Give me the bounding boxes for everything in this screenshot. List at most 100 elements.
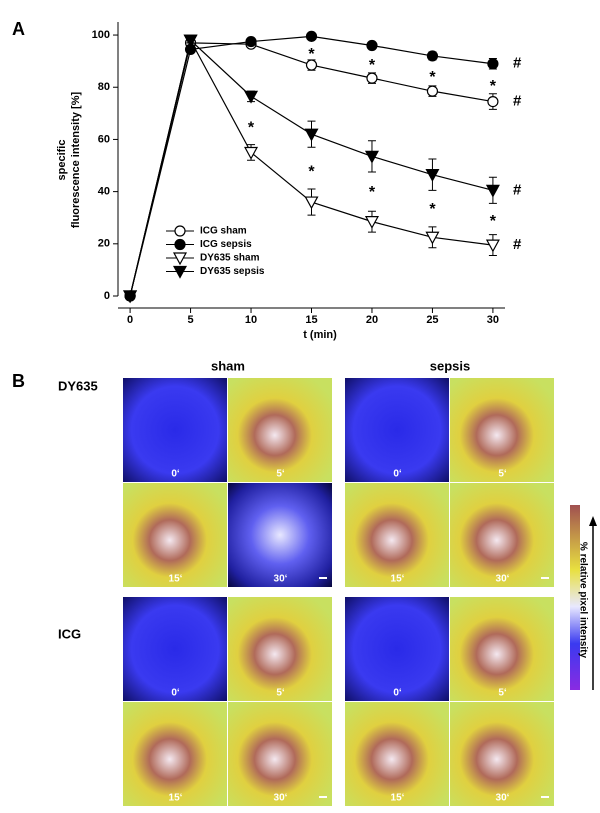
marker [426,85,439,97]
annotation: * [490,213,497,230]
image-tile [345,702,449,806]
marker [183,34,198,48]
colorbar-label: % relative pixel intensity [577,542,588,659]
marker [485,184,500,198]
image-tile [228,597,332,701]
row-label: DY635 [58,378,98,393]
marker [174,225,186,237]
marker [304,128,319,142]
y-tick-label: 80 [98,81,110,93]
legend-label: DY635 sepsis [200,266,265,277]
x-tick-label: 25 [426,314,438,326]
time-label: 5‘ [276,469,285,480]
panel-label: A [12,19,25,39]
marker [487,95,499,108]
colorbar [570,505,580,690]
x-tick-label: 10 [245,314,257,326]
annotation: * [308,46,315,63]
x-tick-label: 0 [127,314,133,326]
time-label: 30‘ [274,574,288,585]
row-label: ICG [58,626,81,641]
significance-label: # [513,236,522,253]
panel-label: B [12,371,25,391]
annotation: * [429,201,436,218]
x-tick-label: 30 [487,314,499,326]
annotation: * [308,163,315,180]
time-label: 15‘ [391,793,405,804]
legend-label: ICG sepsis [200,239,252,250]
marker [244,146,259,160]
y-axis-label: specific [56,140,68,181]
marker [364,150,379,164]
marker [366,72,378,84]
colorbar-arrow-head [589,516,597,526]
image-tile [228,702,332,806]
marker [305,59,318,71]
marker [425,231,440,245]
marker [172,252,188,266]
column-label: sham [211,358,245,373]
marker [123,290,138,304]
annotation: * [248,120,255,137]
time-label: 5‘ [276,688,285,699]
x-tick-label: 15 [305,314,317,326]
marker [245,35,257,48]
image-tile [450,483,554,587]
image-tile [228,378,332,482]
x-tick-label: 5 [188,314,194,326]
y-tick-label: 20 [98,238,110,250]
x-tick-label: 20 [366,314,378,326]
y-axis-label: fluorescence intensity [%] [70,92,82,229]
time-label: 5‘ [498,688,507,699]
image-tile [345,483,449,587]
time-label: 0‘ [393,469,402,480]
marker [174,238,186,251]
significance-label: # [513,55,522,72]
legend-label: DY635 sham [200,253,260,264]
image-tile [450,702,554,806]
annotation: * [429,69,436,86]
image-tile [345,378,449,482]
time-label: 15‘ [391,574,405,585]
marker [487,58,499,70]
marker [304,196,319,210]
marker [426,50,439,62]
time-label: 30‘ [496,793,510,804]
time-label: 0‘ [171,688,180,699]
y-tick-label: 100 [92,29,110,41]
significance-label: # [513,181,522,198]
time-label: 5‘ [498,469,507,480]
column-label: sepsis [430,358,470,373]
image-tile [450,597,554,701]
y-tick-label: 0 [104,290,110,302]
annotation: * [490,78,497,95]
time-label: 0‘ [393,688,402,699]
image-tile [345,597,449,701]
x-axis-label: t (min) [303,329,337,341]
time-label: 15‘ [169,793,183,804]
image-tile [123,378,227,482]
marker [366,39,378,52]
legend-label: ICG sham [200,226,247,237]
time-label: 0‘ [171,469,180,480]
time-label: 15‘ [169,574,183,585]
annotation: * [369,57,376,74]
marker [172,265,188,279]
image-tile [123,483,227,587]
image-tile [450,378,554,482]
marker [244,90,259,104]
marker [305,30,318,42]
annotation: * [369,184,376,201]
significance-label: # [513,93,522,110]
marker [364,216,379,229]
time-label: 30‘ [274,793,288,804]
y-tick-label: 60 [98,133,110,145]
y-tick-label: 40 [98,186,110,198]
image-tile [123,702,227,806]
image-tile [123,597,227,701]
marker [425,169,440,182]
marker [485,239,500,253]
image-tile [228,483,332,587]
time-label: 30‘ [496,574,510,585]
